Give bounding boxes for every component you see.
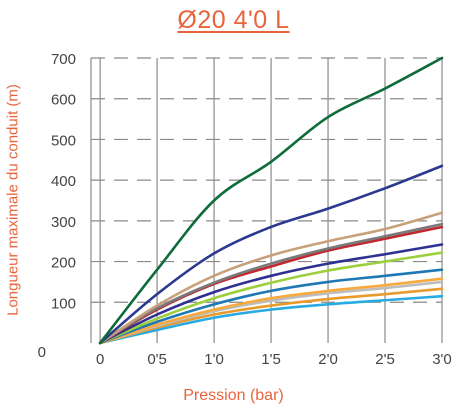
chart-title: Ø20 4'0 L	[177, 6, 290, 34]
y-tick-label: 700	[51, 51, 76, 68]
series-line	[98, 222, 444, 345]
series-line	[98, 164, 444, 345]
y-tick-label: 100	[51, 295, 76, 312]
series-line	[98, 251, 444, 345]
y-tick-label: 200	[51, 255, 76, 272]
y-tick-label: 0	[38, 344, 46, 361]
y-tick-label: 600	[51, 92, 76, 109]
y-tick-label: 400	[51, 173, 76, 190]
y-tick-label: 300	[51, 214, 76, 231]
series-line	[98, 268, 444, 345]
series-line	[98, 243, 444, 345]
x-axis-label: Pression (bar)	[183, 387, 284, 404]
series-line	[98, 294, 444, 345]
x-tick-label: 2'5	[375, 351, 395, 368]
series-line	[98, 56, 444, 345]
series-line	[98, 277, 444, 345]
x-tick-label: 0'5	[147, 351, 167, 368]
x-tick-label: 1'0	[204, 351, 224, 368]
series-line	[98, 287, 444, 345]
series-line	[98, 211, 444, 345]
x-tick-label: 2'0	[318, 351, 338, 368]
y-tick-label: 500	[51, 132, 76, 149]
x-tick-label: 3'0	[432, 351, 452, 368]
x-tick-label: 1'5	[261, 351, 281, 368]
x-tick-label: 0	[96, 351, 104, 368]
